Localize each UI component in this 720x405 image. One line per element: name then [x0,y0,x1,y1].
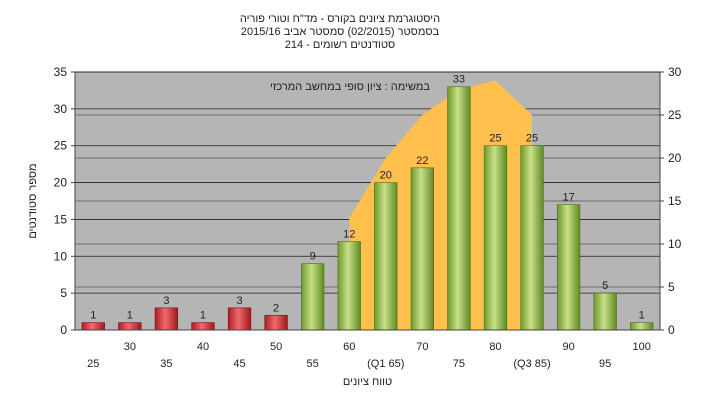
y2-tick-label: 20 [668,151,682,165]
data-label: 5 [602,280,608,292]
chart-title: היסטוגרמת ציונים בקורס - מד"ח וטורי פורי… [240,13,440,51]
bar-Q165 [374,182,398,331]
x-tick-label: 95 [599,358,611,370]
bar-100 [630,322,654,331]
data-label: 1 [200,310,206,322]
data-label: 2 [273,302,279,314]
bar-45 [227,307,252,331]
bar-30 [118,322,142,331]
bar-35 [154,307,179,331]
y-tick-label: 5 [60,286,67,300]
bar-90 [556,204,581,331]
bar-95 [593,292,617,331]
y-tick-label: 20 [54,176,68,190]
y2-tick-label: 5 [668,280,675,294]
data-label: 22 [416,155,428,167]
data-label: 3 [236,295,242,307]
bar-60 [337,241,361,331]
x-tick-label: 35 [160,358,172,370]
y2-tick-label: 25 [668,108,682,122]
x-tick-label: 30 [124,341,136,353]
y-axis-right: 0 5 10 15 20 25 30 [659,65,682,337]
chart-annotation: במשימה : ציון סופי במחשב המרכזי [270,81,430,93]
y-axis-left: 0 5 10 15 20 25 30 35 [54,65,76,337]
data-label: 1 [90,310,96,322]
y2-tick-label: 15 [668,194,682,208]
y2-tick-label: 10 [668,237,682,251]
x-tick-label: 70 [416,341,428,353]
data-label: 3 [163,295,169,307]
x-tick-label: 25 [87,358,99,370]
bar-70 [410,167,434,331]
data-label: 20 [380,170,392,182]
bar-80 [483,145,508,331]
x-tick-label: 40 [197,341,209,353]
y2-tick-label: 30 [668,65,682,79]
data-label: 33 [453,74,465,86]
x-tick-label: 55 [307,358,319,370]
bar-40 [191,322,215,331]
bar-75 [447,86,471,331]
y-tick-label: 0 [60,323,67,337]
data-label: 9 [310,251,316,263]
x-tick-label: 100 [633,341,651,353]
data-label: 1 [639,310,645,322]
y-tick-label: 30 [54,102,68,116]
title-line-2: בסמסטר (02/2015) סמסטר אביב 2015/16 [241,26,440,38]
data-labels-group: 1 1 3 1 3 2 9 12 20 22 33 25 25 17 5 1 [90,74,645,322]
title-line-3: סטודנטים רשומים - 214 [285,39,396,51]
x-axis-label: טווח ציונים [343,376,392,388]
title-line-1: היסטוגרמת ציונים בקורס - מד"ח וטורי פורי… [240,13,440,25]
x-tick-label: 75 [453,358,465,370]
x-tick-label: 60 [343,341,355,353]
bar-Q385 [520,145,544,331]
data-label: 12 [343,229,355,241]
x-tick-label: (Q1 65) [367,358,404,370]
bars-group [81,86,654,331]
data-label: 25 [526,133,538,145]
y-tick-label: 35 [54,65,68,79]
data-label: 1 [127,310,133,322]
data-label: 25 [489,133,501,145]
x-tick-label: (Q3 85) [513,358,550,370]
y-tick-label: 10 [54,249,68,263]
x-tick-label: 90 [562,341,574,353]
x-tick-label: 80 [489,341,501,353]
y-tick-label: 25 [54,139,68,153]
x-tick-label: 45 [233,358,245,370]
y-axis-label: מספר סטודנטים [27,163,39,238]
bar-50 [264,314,288,331]
data-label: 17 [562,192,574,204]
y-tick-label: 15 [54,212,68,226]
y2-tick-label: 0 [668,323,675,337]
bar-55 [301,263,325,331]
x-tick-label: 50 [270,341,282,353]
bar-25 [81,322,105,331]
x-axis: 25 30 35 40 45 50 55 60 (Q1 65) 70 75 80 (Q3 85) 90 95… [75,329,660,370]
